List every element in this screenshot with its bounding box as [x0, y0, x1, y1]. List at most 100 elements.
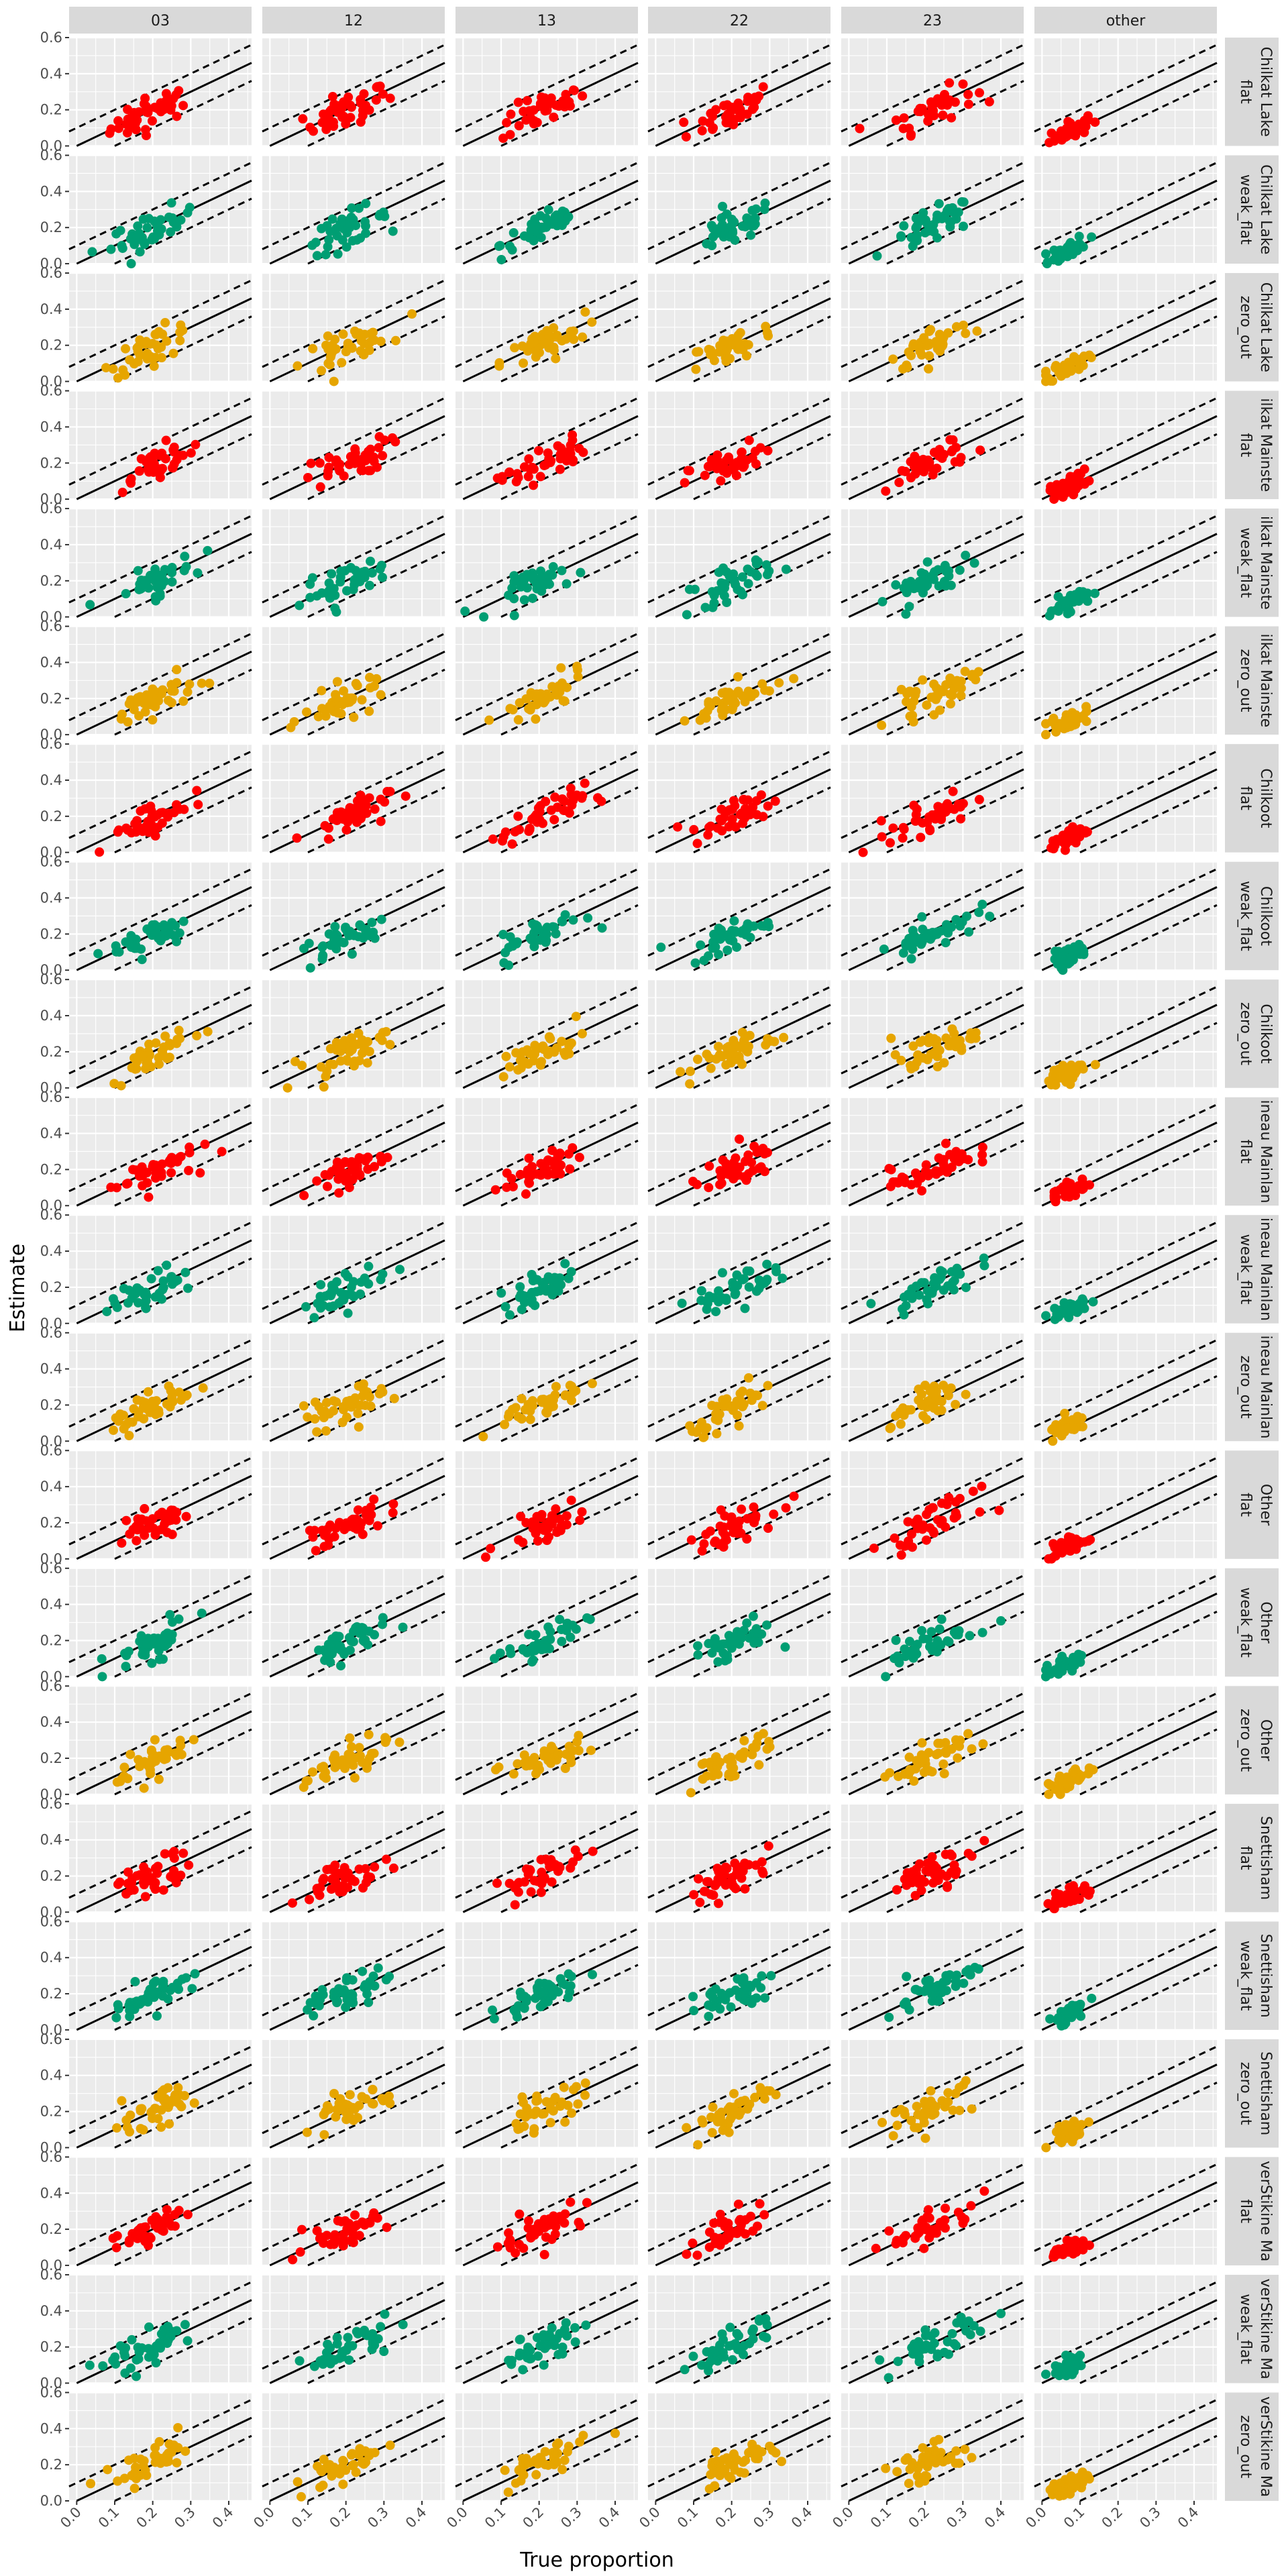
data-point: [899, 113, 909, 123]
data-point: [327, 214, 337, 224]
data-point: [885, 1181, 896, 1191]
data-point: [358, 1623, 368, 1633]
panel: [262, 154, 445, 265]
data-point: [553, 1162, 564, 1172]
data-point: [574, 1152, 584, 1163]
data-point: [930, 1276, 940, 1286]
data-point: [1089, 588, 1099, 598]
data-point: [205, 678, 215, 688]
data-point: [537, 1279, 547, 1289]
data-point: [186, 448, 196, 458]
data-point: [181, 1511, 191, 1521]
data-point: [505, 932, 515, 942]
data-point: [877, 720, 887, 731]
band-line: [693, 786, 831, 854]
data-point: [364, 706, 374, 716]
data-point: [337, 235, 347, 245]
data-point: [704, 951, 714, 961]
panel: [68, 1332, 252, 1442]
data-point: [918, 455, 928, 465]
data-point: [156, 342, 166, 352]
data-point: [514, 121, 524, 131]
data-point: [376, 336, 386, 346]
data-point: [1073, 354, 1083, 364]
data-point: [544, 570, 554, 580]
data-point: [140, 125, 150, 135]
data-point: [1075, 241, 1085, 251]
data-point: [683, 466, 693, 476]
panel: [1034, 154, 1218, 269]
data-point: [700, 470, 710, 480]
data-point: [908, 1041, 918, 1051]
data-point: [111, 229, 121, 239]
data-point: [1069, 1540, 1079, 1550]
panel: [455, 1450, 639, 1562]
data-point: [528, 919, 538, 929]
data-point: [685, 1067, 695, 1077]
data-point: [509, 594, 519, 604]
data-point: [299, 943, 309, 953]
data-point: [366, 329, 376, 339]
data-point: [721, 1295, 731, 1305]
data-point: [561, 579, 572, 589]
panel: [647, 861, 831, 971]
data-point: [568, 1143, 578, 1153]
data-point: [513, 811, 523, 821]
data-point: [1074, 231, 1084, 241]
data-point: [949, 1285, 959, 1295]
data-point: [335, 1517, 345, 1527]
band-line: [307, 197, 445, 265]
data-point: [1083, 111, 1093, 121]
data-point: [737, 691, 747, 701]
data-point: [323, 1540, 333, 1550]
data-point: [364, 1392, 374, 1402]
data-point: [354, 330, 364, 340]
data-point: [535, 472, 545, 482]
data-point: [366, 444, 376, 454]
data-point: [737, 110, 747, 120]
data-point: [356, 346, 366, 356]
data-point: [360, 221, 370, 231]
data-point: [101, 363, 111, 373]
data-point: [378, 89, 388, 99]
data-point: [938, 1155, 949, 1165]
panel: [262, 861, 445, 973]
data-point: [700, 602, 710, 612]
data-point: [921, 1535, 931, 1545]
data-point: [712, 823, 722, 833]
panel: [455, 1567, 639, 1678]
data-point: [974, 908, 984, 918]
data-point: [513, 715, 523, 725]
data-point: [904, 602, 914, 612]
panel: [841, 1450, 1024, 1560]
data-point: [133, 1407, 144, 1417]
data-point: [730, 926, 740, 936]
data-point: [764, 686, 774, 696]
panel: [455, 743, 639, 854]
data-point: [340, 566, 350, 576]
band-line: [886, 433, 1024, 500]
data-point: [335, 810, 345, 820]
data-point: [166, 698, 176, 708]
data-point: [696, 1286, 706, 1296]
band-line: [500, 315, 639, 382]
data-point: [771, 1263, 781, 1273]
data-point: [531, 345, 541, 356]
data-point: [916, 568, 926, 578]
panel: [647, 154, 831, 265]
data-point: [736, 586, 746, 596]
panel: [68, 625, 252, 736]
data-point: [364, 105, 374, 115]
data-point: [127, 1063, 137, 1073]
data-point: [747, 1513, 757, 1523]
data-point: [370, 804, 380, 814]
data-point: [724, 232, 735, 242]
data-point: [718, 710, 728, 720]
data-point: [112, 1183, 122, 1193]
data-point: [735, 344, 745, 354]
data-point: [956, 814, 966, 824]
data-point: [526, 225, 536, 235]
data-point: [174, 1152, 184, 1163]
data-point: [756, 790, 766, 800]
